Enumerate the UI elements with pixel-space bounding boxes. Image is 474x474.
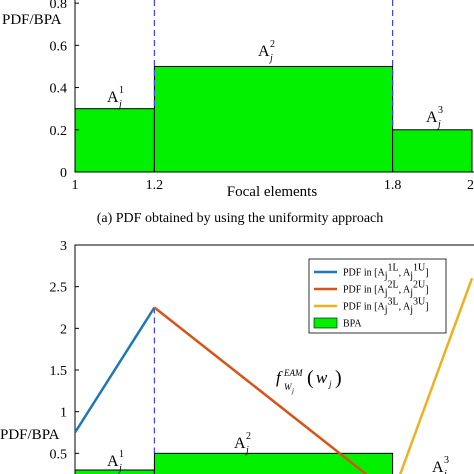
bottom-bar-1 [74,469,155,474]
top-region-2-main: A [258,43,270,60]
bottom-bar-2 [153,452,394,474]
bottom-ytick-label-5: 2.5 [50,281,68,296]
top-caption: (a) PDF obtained by using the uniformity… [97,211,384,226]
legend-label-3: PDF in [Aj3L, Aj3U] [343,297,429,316]
top-ytick-label-1: 0.2 [50,124,68,139]
top-ytick-label-0: 0 [60,166,67,181]
top-region-3: A 3 j [426,105,443,130]
bottom-region-2-main: A [234,435,246,452]
bottom-region-1: A 1 j [107,449,124,474]
top-xtick-label-1: 1.2 [146,178,164,193]
bottom-ytick-label-4: 2 [60,322,67,337]
top-ylabel: PDF/BPA [2,12,62,28]
top-region-3-sub: j [436,119,441,130]
top-region-1-sup: 1 [119,85,124,96]
bottom-region-1-sub: j [117,463,122,474]
top-panel: 00.20.40.60.81 1.2 1.8 2A 1jA 2jA 3j [50,0,474,193]
top-region-3-main: A [426,109,438,126]
bottom-legend: PDF in [Aj1L, Aj1U]PDF in [Aj2L, Aj2U]PD… [308,258,447,334]
top-region-3-sup: 3 [438,105,443,116]
bottom-ytick-label-6: 3 [60,239,67,254]
top-region-1-sub: j [117,99,122,110]
bottom-region-3-sub: j [442,469,447,474]
bottom-panel: 0.511.522.53A1jA2jA3jfEAMWj(wj)PDF in [A… [50,239,474,474]
bottom-region-1-sup: 1 [119,449,124,460]
bottom-region-1-main: A [107,453,119,470]
legend-label-2: PDF in [Aj2L, Aj2U] [343,280,429,299]
bottom-line-1 [73,306,156,434]
legend-label-4: BPA [343,319,362,330]
top-region-2-sup: 2 [270,39,275,50]
top-xtick-label-2: 1.8 [384,178,402,193]
top-region-1: A 1 j [107,85,124,110]
bottom-region-2-sup: 2 [246,431,251,442]
annotation-lparen: ( [307,367,314,389]
annotation-sub: W [284,382,293,392]
annotation-f: f [276,368,283,387]
bottom-line-3 [398,277,474,474]
top-region-1-main: A [107,89,119,106]
bottom-ytick-label-3: 1.5 [50,364,68,379]
top-region-2-sub: j [268,53,273,64]
annotation-rparen: ) [335,367,342,389]
top-bar-2 [153,65,394,173]
bottom-region-3-sup: 3 [444,455,449,466]
top-xtick-label-0: 1 [72,178,79,193]
top-ytick-label-4: 0.8 [50,0,68,12]
annotation-sup: EAM [283,368,303,378]
bottom-ylabel: PDF/BPA [0,427,60,443]
annotation-argsub: j [328,379,332,389]
bottom-region-2: A 2 j [234,431,251,456]
legend-swatch-4 [313,317,338,329]
top-ytick-label-2: 0.4 [50,82,68,97]
bottom-line-2 [153,306,368,474]
top-bar-3 [392,129,473,173]
annotation-subsub: j [291,387,294,395]
top-ytick-label-3: 0.6 [50,39,68,54]
bottom-region-3-main: A [432,459,444,474]
top-region-2: A 2 j [258,39,275,64]
top-xlabel: Focal elements [227,184,318,200]
top-bar-1 [74,108,155,173]
bottom-ytick-label-1: 0.5 [50,447,68,462]
bottom-region-3: A3 j [432,455,449,474]
annotation-arg: w [316,368,328,387]
bottom-region-2-sub: j [244,445,249,456]
legend-label-1: PDF in [Aj1L, Aj1U] [343,263,429,282]
bottom-ytick-label-2: 1 [60,406,67,421]
top-xtick-label-3: 2 [467,178,474,193]
